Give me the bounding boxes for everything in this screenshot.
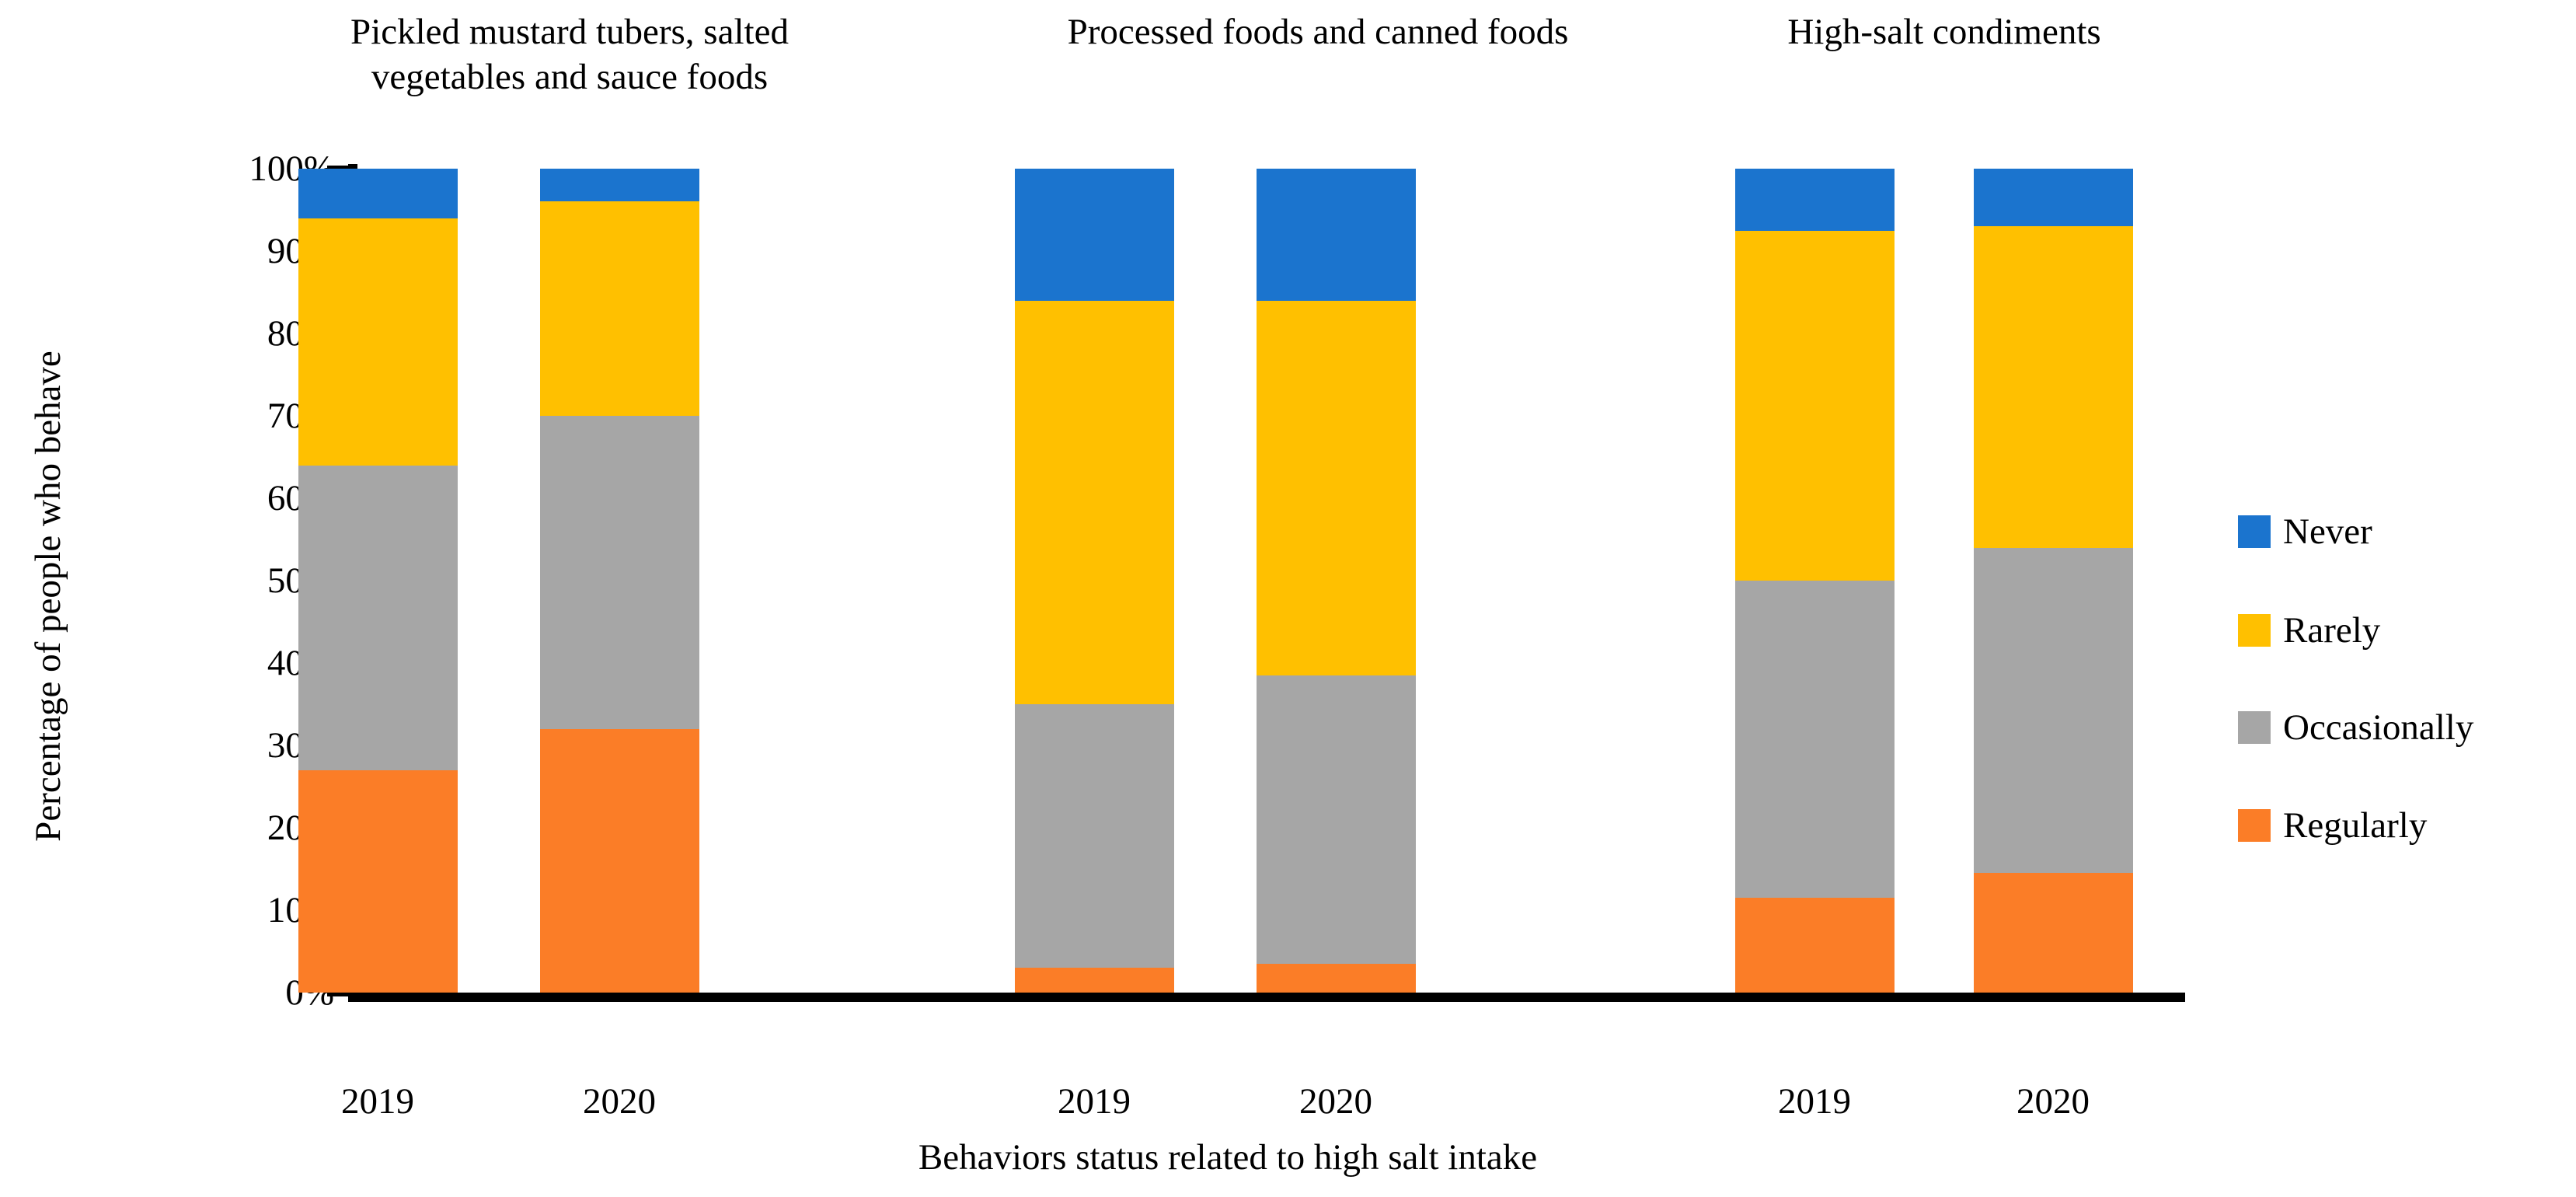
bar-segment-regularly bbox=[1973, 873, 2133, 993]
group-title-condiments: High-salt condiments bbox=[1787, 9, 2100, 54]
x-tick-label: 2019 bbox=[341, 1081, 414, 1122]
bar-segment-never bbox=[298, 169, 458, 218]
stacked-bar-processed-2019 bbox=[1014, 169, 1174, 993]
legend-item-rarely: Rarely bbox=[2238, 610, 2381, 651]
y-tick-mark bbox=[327, 989, 349, 996]
x-axis-line bbox=[348, 993, 2185, 1002]
bar-segment-occasionally bbox=[1014, 704, 1174, 968]
legend-item-regularly: Regularly bbox=[2238, 805, 2428, 846]
stacked-bar-high-salt-2019 bbox=[1734, 169, 1895, 993]
bar-segment-regularly bbox=[1256, 963, 1416, 993]
stacked-bar-pickled-2019 bbox=[298, 169, 458, 993]
legend-item-never: Never bbox=[2238, 511, 2372, 552]
bar-segment-occasionally bbox=[1734, 581, 1895, 899]
never-swatch-icon bbox=[2238, 515, 2271, 548]
bar-segment-rarely bbox=[1973, 226, 2133, 548]
bar-segment-occasionally bbox=[539, 416, 699, 729]
group-title-pickled: Pickled mustard tubers, salted vegetable… bbox=[350, 9, 789, 99]
bar-segment-occasionally bbox=[1973, 547, 2133, 874]
x-tick-label: 2020 bbox=[2017, 1081, 2090, 1122]
legend-label: Regularly bbox=[2283, 805, 2428, 846]
stacked-bar-processed-2020 bbox=[1256, 169, 1416, 993]
occasionally-swatch-icon bbox=[2238, 711, 2271, 744]
bar-segment-occasionally bbox=[1256, 675, 1416, 964]
bar-segment-never bbox=[1973, 169, 2133, 227]
group-title-line: High-salt condiments bbox=[1787, 12, 2101, 52]
bar-segment-rarely bbox=[1014, 300, 1174, 705]
x-tick-label: 2020 bbox=[1299, 1081, 1372, 1122]
bar-segment-never bbox=[1734, 169, 1895, 231]
stacked-bar-pickled-2020 bbox=[539, 169, 699, 993]
bar-segment-occasionally bbox=[298, 465, 458, 770]
x-tick-label: 2019 bbox=[1778, 1081, 1851, 1122]
bar-segment-never bbox=[1256, 169, 1416, 301]
bar-segment-regularly bbox=[1014, 968, 1174, 993]
regularly-swatch-icon bbox=[2238, 809, 2271, 842]
group-title-processed: Processed foods and canned foods bbox=[1068, 9, 1569, 54]
bar-segment-rarely bbox=[298, 218, 458, 466]
group-title-line: Pickled mustard tubers, salted bbox=[350, 12, 789, 52]
x-tick-label: 2019 bbox=[1058, 1081, 1131, 1122]
bar-segment-rarely bbox=[539, 201, 699, 417]
legend-label: Never bbox=[2283, 511, 2372, 552]
rarely-swatch-icon bbox=[2238, 614, 2271, 647]
x-axis-title: Behaviors status related to high salt in… bbox=[918, 1137, 1538, 1178]
group-title-line: vegetables and sauce foods bbox=[371, 57, 769, 97]
bar-segment-rarely bbox=[1734, 230, 1895, 581]
legend-item-occasionally: Occasionally bbox=[2238, 707, 2474, 748]
x-tick-label: 2020 bbox=[583, 1081, 656, 1122]
bar-segment-never bbox=[539, 169, 699, 202]
bar-segment-regularly bbox=[539, 728, 699, 993]
bar-segment-regularly bbox=[298, 770, 458, 993]
bar-segment-regularly bbox=[1734, 898, 1895, 993]
stacked-bar-high-salt-2020 bbox=[1973, 169, 2133, 993]
bar-segment-never bbox=[1014, 169, 1174, 301]
legend-label: Occasionally bbox=[2283, 707, 2474, 748]
legend-label: Rarely bbox=[2283, 610, 2381, 651]
bar-segment-rarely bbox=[1256, 300, 1416, 675]
group-title-line: Processed foods and canned foods bbox=[1067, 12, 1569, 52]
y-axis-title: Percentage of people who behave bbox=[28, 351, 68, 842]
